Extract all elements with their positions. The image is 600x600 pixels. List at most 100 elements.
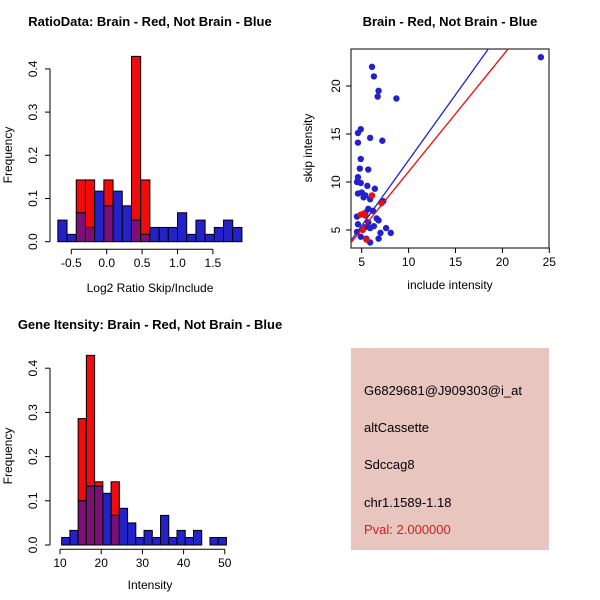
hist-bar-blue	[66, 233, 77, 243]
scatter-point-blue	[537, 54, 545, 61]
intensity-scatter-plot: 5 10 15 20 25 5 10 15 20 include intensity skip in…	[301, 48, 557, 292]
hist-bar-blue	[127, 522, 137, 546]
gene-info-panel: G6829681@J909303@i_at altCassette Sdccag…	[300, 300, 600, 600]
y-tick-label: 0.1	[26, 190, 40, 207]
x-tick-label: 10	[402, 255, 416, 269]
locus-text: chr1.1589-1.18	[364, 495, 452, 510]
y-tick-label: 0.3	[26, 404, 40, 421]
scatter-point-blue	[364, 182, 371, 190]
hist-bar-blue	[160, 514, 170, 546]
scatter-point-blue	[354, 129, 362, 137]
scatter-point-blue	[387, 229, 394, 237]
x-tick-label: 40	[177, 556, 191, 570]
hist-bar-red	[77, 418, 87, 502]
scatter-point-red	[359, 226, 366, 234]
y-tick-label: 0.1	[26, 492, 40, 509]
gene-info-box: G6829681@J909303@i_at altCassette Sdccag…	[351, 348, 549, 550]
hist-bar-blue	[177, 212, 188, 243]
hist-bar-blue	[102, 492, 112, 546]
x-axis-title: include intensity	[407, 278, 492, 292]
hist-bar-blue	[184, 536, 194, 546]
scatter-point-blue	[374, 93, 381, 100]
scatter-point-red	[368, 192, 376, 199]
scatter-point-blue	[365, 166, 372, 173]
y-tick-label: 0.4	[26, 60, 40, 77]
scatter-point-blue	[393, 95, 400, 102]
y-tick-label: 0.0	[26, 536, 40, 553]
hist-bar-blue	[112, 190, 123, 243]
x-tick-label: 20	[95, 556, 109, 570]
scatter-point-blue	[382, 224, 390, 232]
y-tick-label: 15	[329, 127, 343, 141]
x-tick-label: 50	[218, 556, 232, 570]
gene-name-text: Sdccag8	[364, 457, 415, 472]
hist-bar-blue	[69, 529, 79, 546]
fit-line-blue	[350, 48, 489, 241]
hist-bar-blue	[213, 226, 225, 243]
gene-histogram-title: Gene Itensity: Brain - Red, Not Brain - …	[17, 317, 283, 332]
scatter-point-blue	[357, 179, 364, 187]
x-tick-label: 0.5	[134, 256, 151, 270]
y-tick-label: 20	[329, 79, 343, 93]
gene-histogram-panel: Gene Itensity: Brain - Red, Not Brain - …	[0, 300, 300, 600]
ratio-histogram-title: RatioData: Brain - Red, Not Brain - Blue	[28, 14, 272, 29]
hist-bar-red	[94, 481, 104, 487]
x-tick-label: 1.0	[169, 256, 186, 270]
y-tick-label: 0.3	[26, 103, 40, 120]
ratio-histogram-panel: RatioData: Brain - Red, Not Brain - Blue…	[0, 0, 300, 300]
hist-bar-blue	[209, 536, 219, 546]
scatter-point-blue	[354, 221, 362, 228]
hist-bar-blue	[135, 536, 145, 546]
hist-bar-blue	[118, 507, 129, 546]
hist-bar-red	[140, 179, 151, 235]
hist-bar-blue	[168, 536, 178, 546]
scatter-point-blue	[357, 233, 364, 240]
hist-bar-blue	[167, 226, 179, 243]
y-axis-title: skip intensity	[301, 114, 315, 183]
hist-bar-red	[103, 179, 114, 207]
y-tick-label: 5	[329, 226, 343, 233]
x-axis-title: Log2 Ratio Skip/Include	[87, 281, 214, 295]
event-type-text: altCassette	[364, 420, 430, 435]
hist-bar-overlap	[140, 233, 151, 243]
hist-bar-blue	[217, 536, 227, 546]
hist-bar-blue	[94, 190, 105, 243]
scatter-point-blue	[357, 155, 364, 163]
probe-id-text: G6829681@J909303@i_at	[364, 383, 522, 398]
hist-bar-blue	[158, 226, 169, 243]
y-tick-label: 0.4	[26, 360, 40, 377]
hist-bar-overlap	[85, 485, 96, 546]
intensity-scatter-title: Brain - Red, Not Brain - Blue	[362, 14, 538, 29]
x-tick-label: 20	[496, 255, 510, 269]
x-tick-label: 30	[136, 556, 150, 570]
hist-bar-blue	[186, 233, 197, 243]
hist-bar-red	[84, 179, 96, 228]
ratio-histogram-plot: 0.0 0.1 0.2 0.3 0.4 -0.5 0.0 0.5 1.0 1.5 Log2 Rati…	[1, 55, 243, 295]
x-tick-label: 0.0	[98, 256, 115, 270]
hist-bar-red	[75, 179, 86, 214]
scatter-point-blue	[375, 217, 382, 224]
scatter-point-blue	[370, 73, 378, 80]
y-tick-label: 10	[329, 175, 343, 189]
hist-bar-blue	[192, 529, 203, 546]
hist-bar-blue	[143, 529, 153, 546]
y-axis-title: Frequency	[1, 428, 15, 485]
hist-bar-overlap	[110, 514, 120, 546]
x-tick-label: 25	[543, 255, 557, 269]
hist-bar-overlap	[130, 219, 142, 243]
scatter-point-blue	[368, 63, 376, 70]
scatter-point-blue	[354, 190, 362, 197]
x-tick-label: 15	[449, 255, 463, 269]
scatter-point-blue	[366, 224, 374, 232]
y-axis-title: Frequency	[1, 127, 15, 184]
scatter-point-blue	[360, 194, 367, 201]
x-axis-title: Intensity	[128, 578, 173, 592]
hist-bar-blue	[223, 219, 234, 243]
plot-box	[350, 48, 550, 249]
hist-bar-blue	[57, 219, 68, 243]
hist-bar-red	[130, 55, 142, 221]
hist-bar-blue	[176, 529, 186, 546]
hist-bar-blue	[149, 226, 160, 243]
scatter-point-blue	[375, 235, 382, 242]
scatter-point-blue	[375, 87, 382, 95]
